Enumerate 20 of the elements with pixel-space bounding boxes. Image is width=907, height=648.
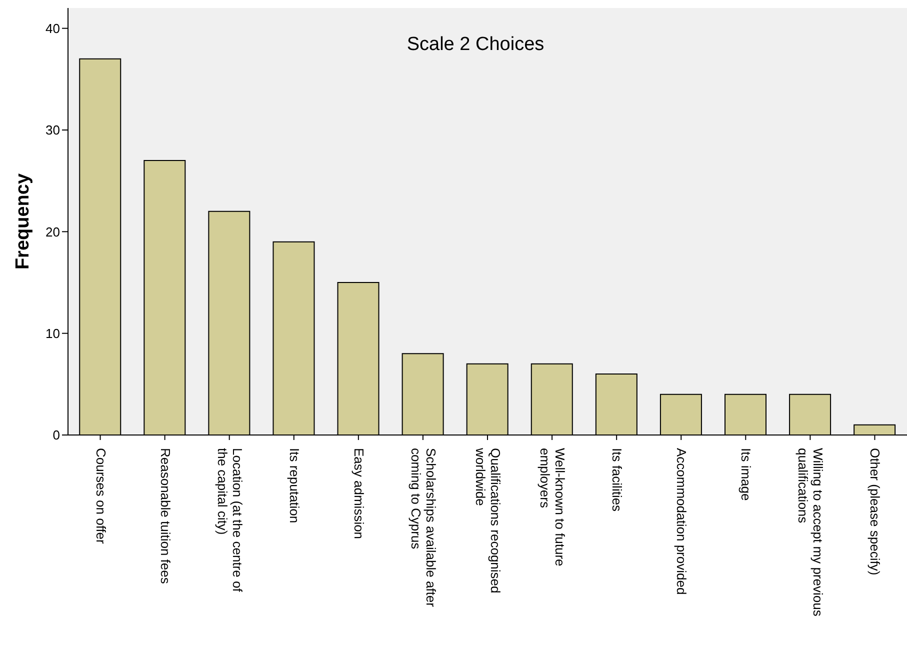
y-tick-label: 0 bbox=[52, 428, 60, 443]
x-tick-label: Courses on offer bbox=[93, 448, 108, 545]
x-tick-label: Willing to accept my previous qualifications bbox=[796, 448, 826, 617]
x-tick-label: Accommodation provided bbox=[674, 448, 690, 595]
x-tick-label: Well-known to future employers bbox=[538, 448, 568, 566]
y-axis-title: Frequency bbox=[12, 173, 34, 270]
x-tick-label: Its image bbox=[738, 448, 754, 501]
y-tick-label: 30 bbox=[46, 122, 60, 138]
y-tick-label: 40 bbox=[46, 20, 60, 36]
x-tick-label: Reasonable tuition fees bbox=[158, 448, 173, 584]
x-tick-label: Scholarships available after coming to Cyprus bbox=[408, 448, 438, 608]
x-tick-label: Other (please specify) bbox=[868, 448, 883, 576]
x-tick-label: Its facilities bbox=[610, 448, 625, 512]
x-tick-label: Qualifications recognised worldwide bbox=[473, 447, 503, 594]
x-tick-label: Its reputation bbox=[286, 448, 302, 524]
y-tick-label: 20 bbox=[46, 224, 60, 240]
y-tick-label: 10 bbox=[46, 326, 60, 341]
x-tick-label: Location (at the centre of the capital city) bbox=[214, 448, 245, 592]
text: Scale 2 Choices bbox=[406, 34, 544, 55]
x-tick-label: Easy admission bbox=[351, 448, 366, 540]
